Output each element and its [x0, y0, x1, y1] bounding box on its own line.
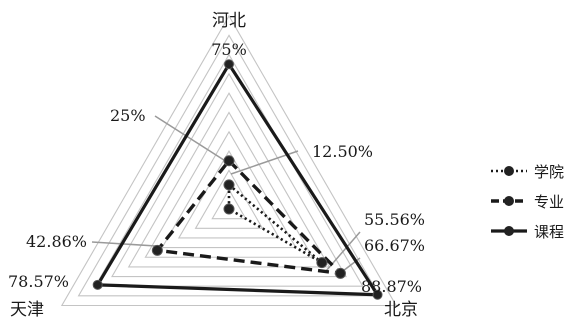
grid-ring: [161, 130, 297, 249]
category-label-0: 河北: [212, 11, 246, 31]
series-0-legend-marker: [504, 166, 514, 176]
series-0-value-label-1: 55.56%: [364, 210, 425, 229]
series-1-value-label-1: 66.67%: [364, 236, 425, 255]
radar-grid: [60, 14, 398, 307]
grid-ring: [194, 169, 264, 229]
series-0-value-label-0: 12.50%: [312, 142, 373, 161]
series-1-point-1: [334, 267, 346, 279]
grid-ring: [127, 92, 331, 268]
grid-ring: [144, 111, 314, 258]
series-0-point-1: [316, 257, 328, 269]
series-1-line: [154, 158, 346, 276]
category-label-2: 天津: [10, 300, 44, 320]
series-layer: [92, 59, 383, 300]
value-labels: 12.50% 55.56% 25% 66.67% 42.86% 75% 88.87% 78.5…: [8, 40, 425, 296]
series-2-legend-marker: [504, 226, 514, 236]
series-1-point-2: [151, 244, 163, 256]
series-1-legend-marker: [504, 196, 514, 206]
series-2-line: [94, 61, 381, 297]
series-2-point-2: [92, 279, 103, 290]
series-1-leader-2: [91, 241, 157, 247]
series-1-value-label-2: 42.86%: [26, 232, 87, 251]
series-1-value-label-0: 25%: [110, 106, 146, 125]
grid-ring: [77, 34, 381, 297]
grid-ring: [211, 188, 247, 220]
series-0-legend-label: 学院: [534, 163, 564, 181]
grid-ring: [111, 72, 347, 278]
series-2-value-label-1: 88.87%: [361, 277, 422, 296]
series-2-legend-label: 课程: [534, 223, 564, 241]
series-2-value-label-0: 75%: [211, 40, 247, 59]
series-0-line: [227, 182, 323, 264]
series-0-point-2: [223, 203, 235, 215]
series-1-leader-0: [154, 115, 228, 163]
series-0-point-0: [223, 179, 235, 191]
series-2-point-1: [372, 289, 383, 300]
series-2-point-0: [224, 59, 234, 70]
grid-ring: [60, 14, 398, 307]
series-1-legend-label: 专业: [534, 193, 564, 211]
series-1-point-0: [223, 155, 235, 167]
category-label-1: 北京: [384, 300, 418, 320]
series-2-value-label-2: 78.57%: [8, 272, 69, 291]
